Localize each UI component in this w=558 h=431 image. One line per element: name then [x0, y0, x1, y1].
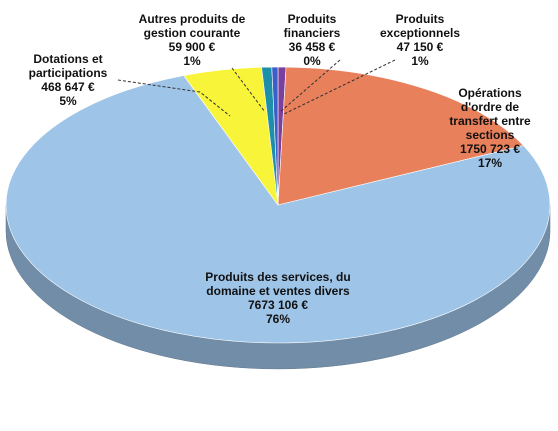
slice-value-label: 1750 723 € — [460, 142, 520, 156]
slice-percent-label: 5% — [59, 94, 77, 108]
slice-percent-label: 76% — [266, 312, 290, 326]
slice-value-label: 59 900 € — [169, 40, 216, 54]
slice-label: Produits — [288, 12, 337, 26]
slice — [5, 75, 551, 344]
slice-label: sections — [466, 128, 515, 142]
slice-percent-label: 1% — [183, 54, 201, 68]
leader-line — [117, 79, 231, 117]
slice — [271, 66, 279, 206]
slice-value-label: 47 150 € — [397, 40, 444, 54]
slice-label: Opérations — [458, 86, 522, 100]
slice-label: domaine et ventes divers — [206, 284, 350, 298]
leader-lines — [117, 59, 396, 117]
slice-label: exceptionnels — [380, 26, 460, 40]
slice-label: Produits des services, du — [205, 270, 350, 284]
slice-value-label: 468 647 € — [41, 80, 95, 94]
slice-value-label: 36 458 € — [289, 40, 336, 54]
slice-percent-label: 17% — [478, 156, 502, 170]
slice-label: Autres produits de — [139, 12, 246, 26]
slice-label: financiers — [284, 26, 341, 40]
slice-label: Dotations et — [33, 52, 102, 66]
slice-percent-label: 0% — [303, 54, 321, 68]
slice — [277, 66, 525, 206]
slice-label: participations — [29, 66, 108, 80]
slice-label: Produits — [396, 12, 445, 26]
leader-line — [283, 59, 396, 115]
slice-label: transfert entre — [449, 114, 531, 128]
slice-label: d'ordre de — [461, 100, 520, 114]
leader-line — [279, 59, 341, 113]
slice-label: gestion courante — [144, 26, 241, 40]
leader-line — [231, 67, 266, 113]
pie — [5, 66, 551, 370]
slice-value-label: 7673 106 € — [248, 298, 308, 312]
slice-percent-label: 1% — [411, 54, 429, 68]
